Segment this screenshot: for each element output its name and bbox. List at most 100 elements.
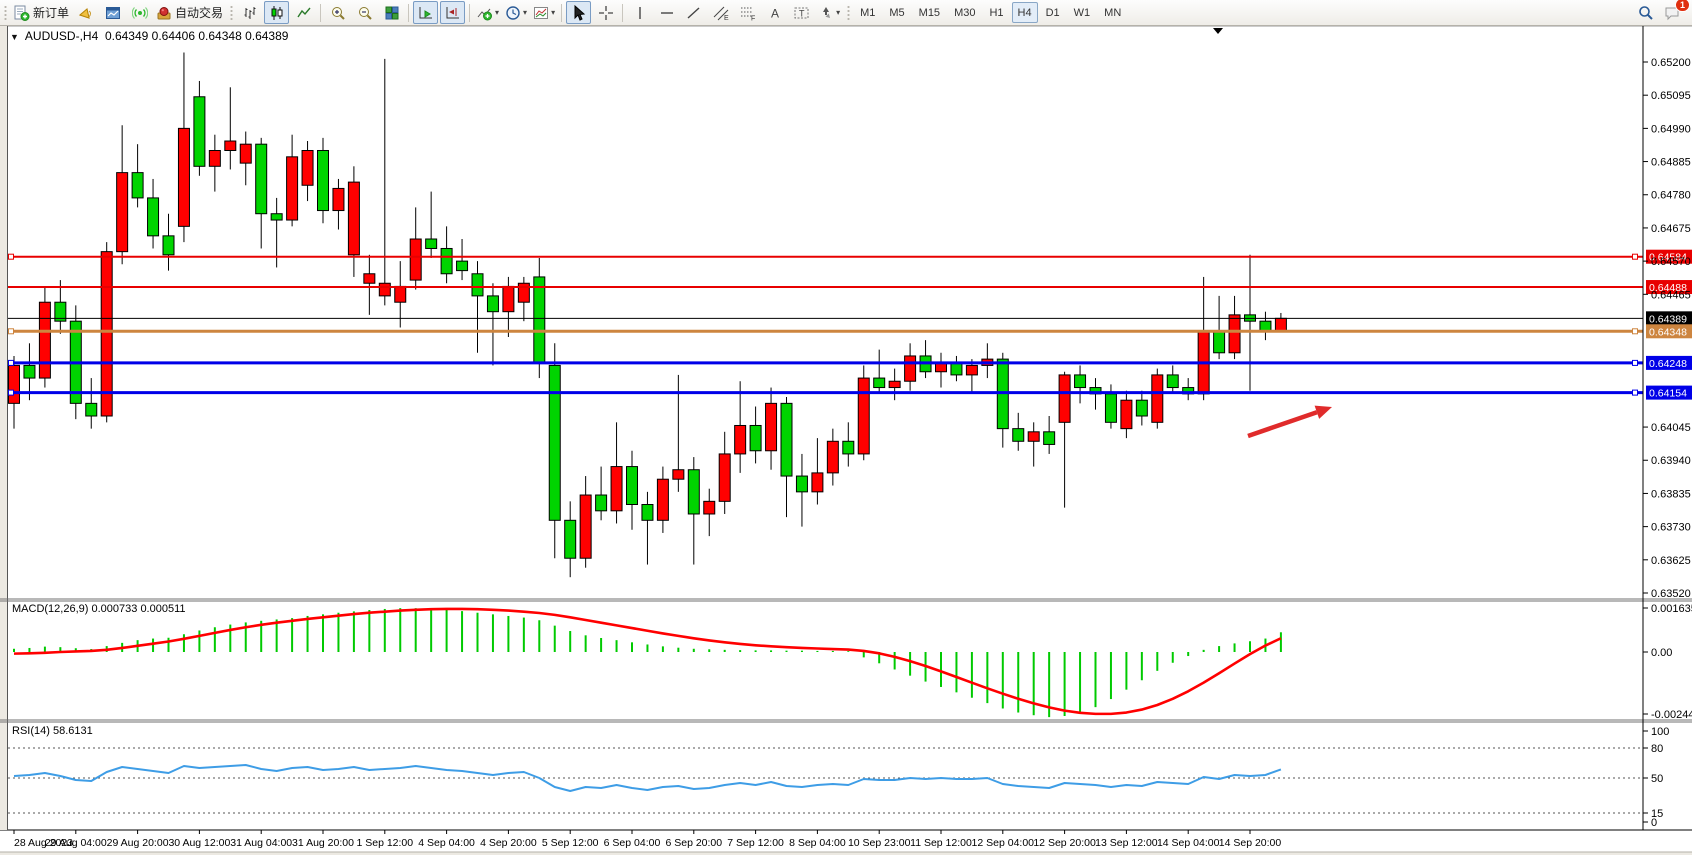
candle-bear <box>533 276 546 363</box>
price-tag <box>1646 311 1692 326</box>
time-axis-label: 11 Sep 12:00 <box>910 837 972 849</box>
horn-icon <box>78 7 91 19</box>
time-axis-label: 12 Sep 04:00 <box>972 837 1035 849</box>
arrows-button[interactable]: ▾ <box>816 1 842 24</box>
price-axis-label: 0.63940 <box>1651 455 1691 467</box>
timeframe-m15[interactable]: M15 <box>918 6 941 19</box>
zoom-in-button[interactable] <box>325 1 350 24</box>
toolbar-grip[interactable] <box>2 3 8 22</box>
timeframe-w1[interactable]: W1 <box>1073 6 1091 19</box>
line-anchor <box>8 328 14 335</box>
price-axis-label: 0.63520 <box>1651 588 1691 600</box>
vertical-line-icon <box>638 6 641 19</box>
toolbar-grip[interactable] <box>845 3 852 22</box>
time-axis-label: 8 Sep 04:00 <box>789 837 846 849</box>
timeframe-m30[interactable]: M30 <box>954 6 976 19</box>
zoom-out-button[interactable] <box>352 1 377 24</box>
candle-bear <box>193 96 206 167</box>
fibonacci-button[interactable]: F <box>735 1 760 24</box>
tile-windows-button[interactable] <box>379 1 404 24</box>
line-anchor <box>1632 328 1638 335</box>
time-axis-label: 1 Sep 12:00 <box>356 837 413 849</box>
timeframe-h1[interactable]: H1 <box>989 6 1004 19</box>
auto-trading-button[interactable]: 自动交易 <box>154 1 225 24</box>
candle-bull <box>826 440 839 474</box>
signals-button[interactable] <box>127 1 152 24</box>
auto-scroll-button[interactable] <box>413 1 439 24</box>
periods-button[interactable]: ▾ <box>503 1 529 24</box>
toolbar-grip[interactable] <box>228 3 235 22</box>
templates-button[interactable]: ▾ <box>531 1 557 24</box>
price-tag-label: 0.64584 <box>1649 252 1687 264</box>
time-axis-label: 10 Sep 23:00 <box>848 837 911 849</box>
time-axis-label: 12 Sep 20:00 <box>1033 837 1096 849</box>
candle-bear <box>1043 431 1056 445</box>
crosshair-button[interactable] <box>593 1 618 24</box>
price-axis-label: 0.64990 <box>1651 123 1691 135</box>
text-label-button[interactable]: T <box>789 1 814 24</box>
candle-bull <box>610 466 623 512</box>
candle-bull <box>703 500 716 515</box>
cursor-button[interactable] <box>566 1 592 24</box>
annotation-arrow[interactable] <box>1247 410 1318 439</box>
search-button[interactable] <box>1633 1 1658 24</box>
time-axis-label: 14 Sep 04:00 <box>1157 837 1220 849</box>
chart-shift-button[interactable] <box>440 1 466 24</box>
candle-bull <box>1058 374 1071 423</box>
rsi-axis-label: 0 <box>1651 817 1657 829</box>
bar-chart-button[interactable] <box>237 1 262 24</box>
market-watch-button[interactable] <box>100 1 125 24</box>
candle-bull <box>8 364 20 404</box>
chevron-down-icon: ▾ <box>551 8 556 17</box>
candle-bear <box>162 235 175 256</box>
notifications-button[interactable]: 1 <box>1660 0 1690 24</box>
chart-shift-marker[interactable] <box>1213 28 1223 34</box>
time-axis-label: 4 Sep 20:00 <box>480 837 537 849</box>
text-button[interactable]: A <box>762 1 787 24</box>
line-anchor <box>8 253 14 260</box>
chevron-down-icon: ▾ <box>495 8 500 17</box>
timeframe-mn[interactable]: MN <box>1104 6 1122 19</box>
line-anchor <box>1632 389 1638 396</box>
indicators-button[interactable]: ▾ <box>474 1 501 24</box>
vertical-line-button[interactable] <box>627 1 652 24</box>
chart-background <box>0 26 1692 855</box>
macd-pane <box>13 607 1648 718</box>
candlestick-chart-button[interactable] <box>264 1 290 24</box>
candle-bear <box>270 213 283 221</box>
candle-bear <box>1012 428 1025 442</box>
text-label-icon: T <box>794 7 809 18</box>
horizontal-line-icon <box>660 11 673 14</box>
svg-text:T: T <box>799 8 805 18</box>
price-axis-label: 0.65095 <box>1651 90 1691 102</box>
horizontal-line-button[interactable] <box>654 1 679 24</box>
time-axis-label: 29 Aug 20:00 <box>107 837 169 849</box>
horn-button[interactable] <box>73 1 98 24</box>
time-axis-label: 28 Aug 2023 <box>14 837 73 849</box>
candle-bull <box>904 355 917 382</box>
timeframe-h4[interactable]: H4 <box>1011 2 1038 23</box>
timeframe-m1[interactable]: M1 <box>860 6 876 19</box>
arrows-icon <box>823 6 831 18</box>
line-anchor <box>8 359 14 366</box>
price-tag-label: 0.64154 <box>1649 388 1687 400</box>
one-click-trading-toggle[interactable]: ▼ <box>10 32 19 42</box>
candle-bull <box>656 478 669 521</box>
timeframe-m5[interactable]: M5 <box>889 6 905 19</box>
line-anchor <box>1632 253 1638 260</box>
time-axis-label: 5 Sep 12:00 <box>542 837 599 849</box>
macd-axis-label: 0.001635 <box>1651 603 1692 615</box>
line-chart-button[interactable] <box>291 1 316 24</box>
candle-bull <box>718 453 731 502</box>
timeframe-d1[interactable]: D1 <box>1045 6 1060 19</box>
candle-bear <box>749 424 762 452</box>
new-order-label: 新订单 <box>33 6 70 20</box>
equidistant-channel-button[interactable]: E <box>708 1 733 24</box>
time-axis-label: 6 Sep 20:00 <box>665 837 722 849</box>
line-chart-icon <box>296 7 311 17</box>
candle-bear <box>1166 374 1179 389</box>
trendline-button[interactable] <box>681 1 706 24</box>
candle-bear <box>425 238 438 249</box>
new-order-button[interactable]: 新订单 <box>11 1 71 24</box>
